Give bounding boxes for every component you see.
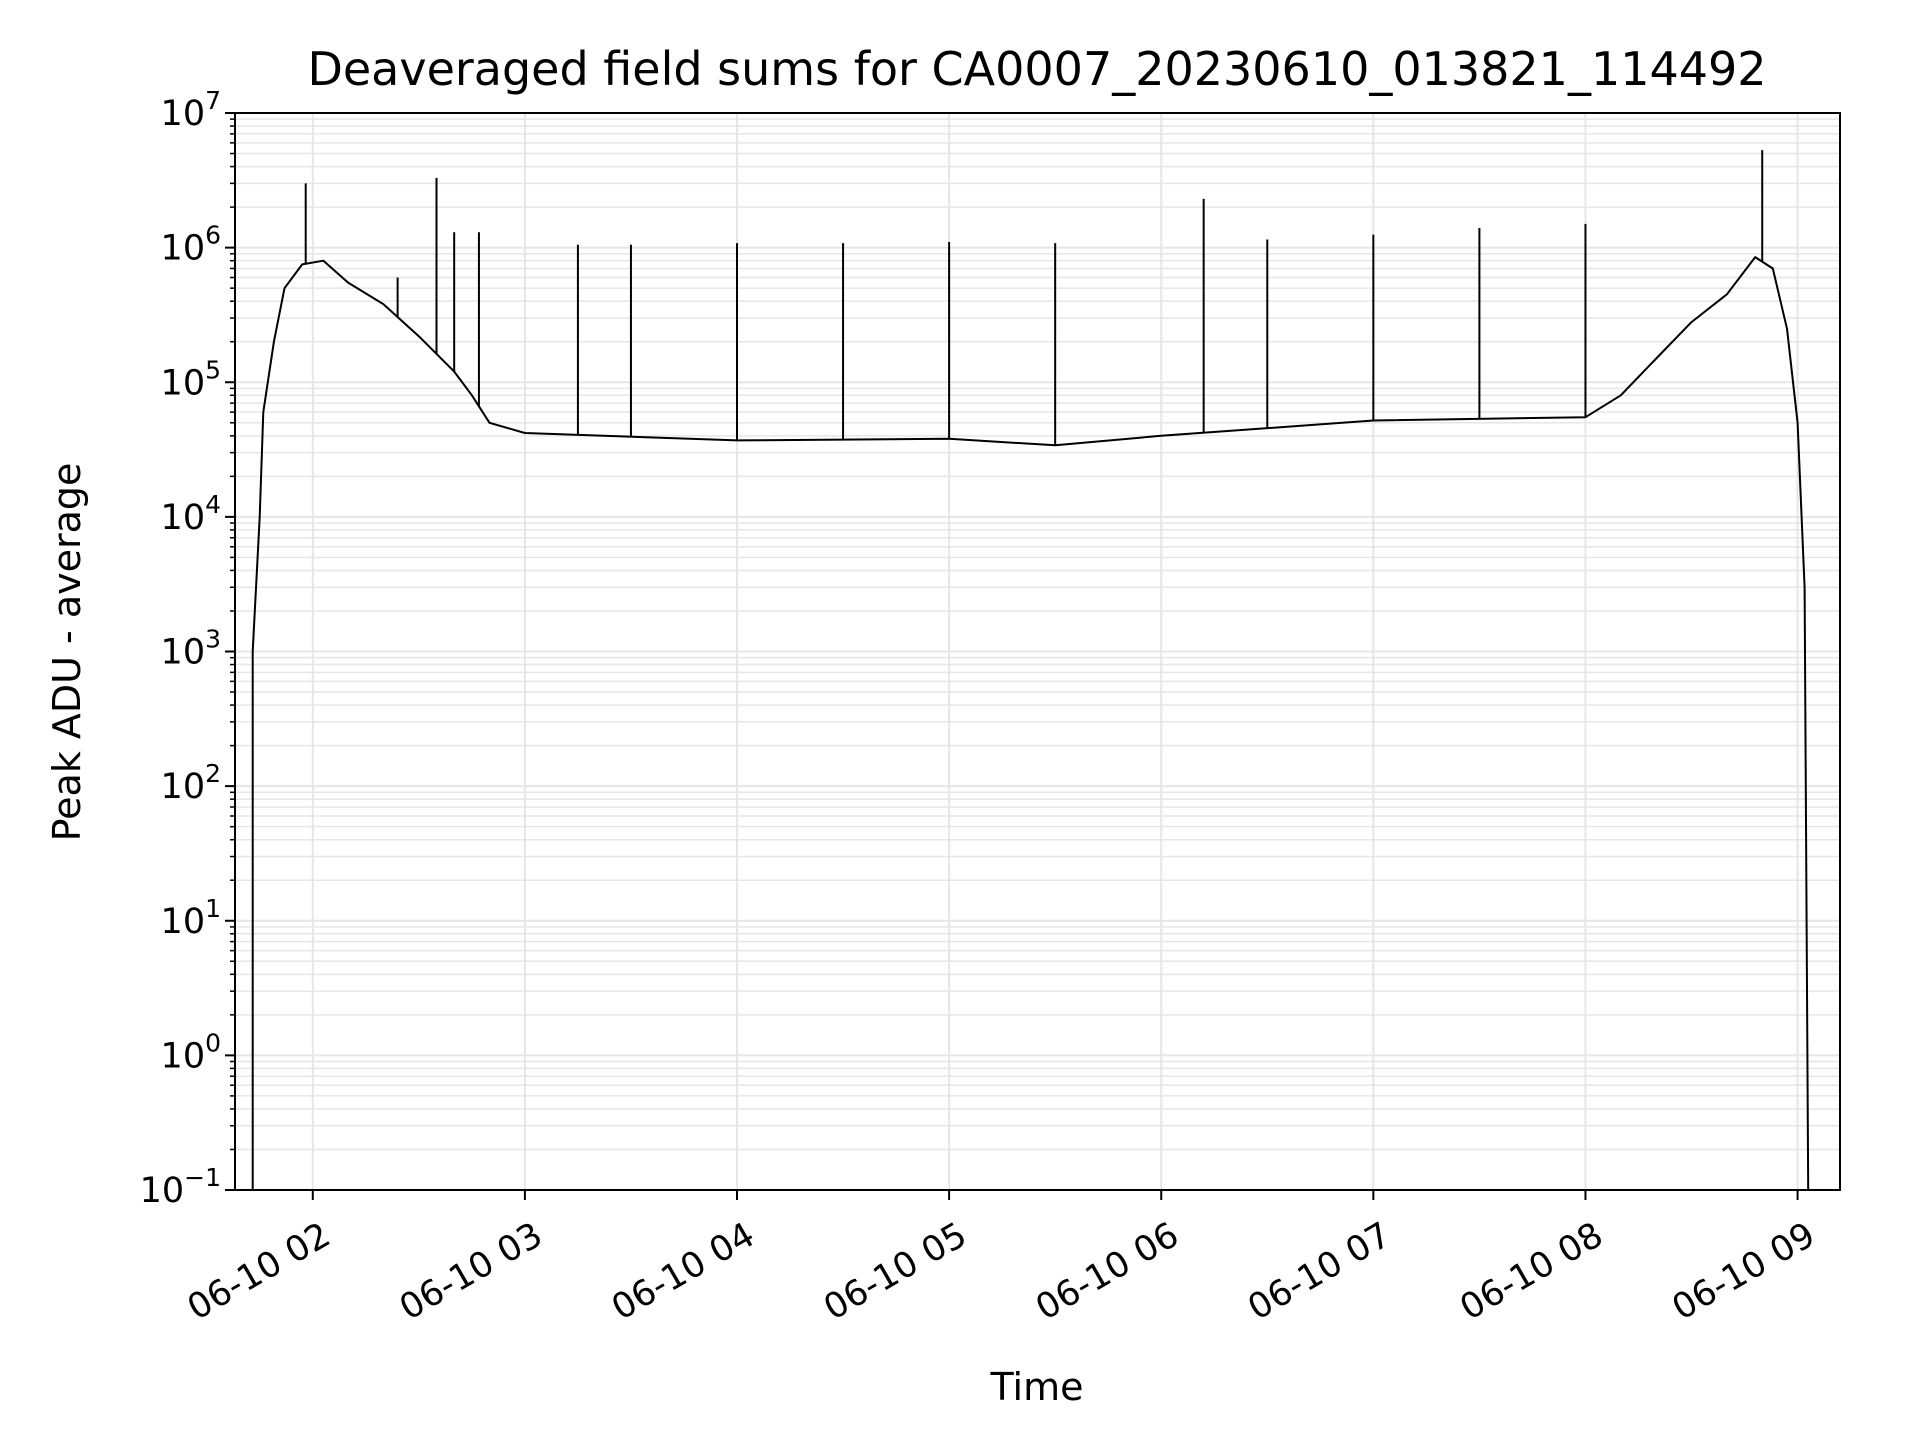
y-axis-label: Peak ADU - average	[45, 463, 89, 842]
y-tick-label: 101	[161, 894, 221, 942]
grid-lines	[235, 112, 1840, 1191]
y-tick-label: 106	[161, 221, 221, 269]
y-tick-label: 100	[161, 1028, 221, 1076]
y-tick-label: 10−1	[140, 1163, 221, 1211]
y-tick-label: 103	[161, 625, 221, 673]
y-tick-label: 105	[161, 355, 221, 403]
x-axis-label: Time	[990, 1365, 1084, 1409]
series-group	[251, 150, 1810, 1191]
chart-title: Deaveraged field sums for CA0007_2023061…	[307, 42, 1766, 96]
y-tick-label: 102	[161, 759, 221, 807]
series-baseline-line	[251, 256, 1810, 1191]
y-tick-label: 107	[161, 86, 221, 134]
y-tick-label: 104	[161, 490, 221, 538]
